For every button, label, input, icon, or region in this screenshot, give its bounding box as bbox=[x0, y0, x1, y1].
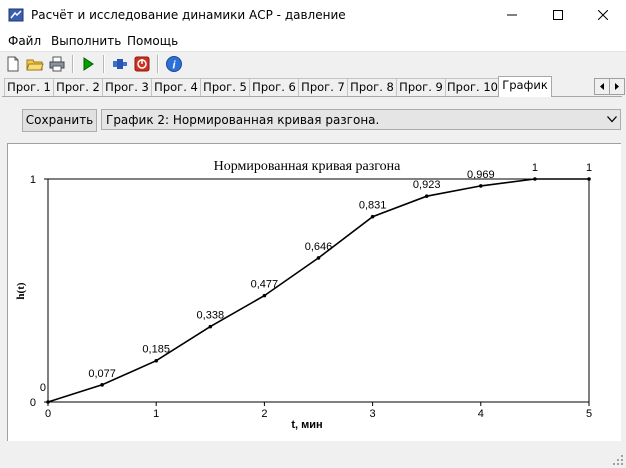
data-label: 0,646 bbox=[305, 241, 333, 253]
info-icon[interactable]: i bbox=[165, 55, 183, 73]
toolbar-separator bbox=[103, 55, 105, 73]
y-axis-label: h(t) bbox=[15, 282, 27, 299]
svg-text:i: i bbox=[172, 60, 176, 72]
title-bar: Расчёт и исследование динамики АСР - дав… bbox=[0, 0, 626, 31]
data-point bbox=[370, 214, 375, 219]
stop-icon[interactable] bbox=[133, 55, 151, 73]
window-title: Расчёт и исследование динамики АСР - дав… bbox=[31, 8, 346, 22]
data-label: 1 bbox=[586, 162, 592, 174]
tab-prog-2[interactable]: Прог. 2 bbox=[53, 78, 103, 96]
tab-strip: Прог. 1 Прог. 2 Прог. 3 Прог. 4 Прог. 5 … bbox=[0, 76, 626, 97]
tab-prog-10[interactable]: Прог. 10 bbox=[445, 78, 500, 96]
resize-grip-icon[interactable] bbox=[612, 454, 624, 466]
tab-prog-7[interactable]: Прог. 7 bbox=[298, 78, 348, 96]
open-folder-icon[interactable] bbox=[26, 55, 44, 73]
data-label: 0,077 bbox=[88, 368, 116, 380]
chevron-down-icon bbox=[607, 116, 617, 123]
graph-select-value: График 2: Нормированная кривая разгона. bbox=[106, 113, 380, 127]
data-label: 0,923 bbox=[413, 179, 441, 191]
data-label: 0,338 bbox=[197, 310, 225, 322]
status-bar bbox=[0, 448, 626, 468]
menu-file[interactable]: Файл bbox=[8, 34, 42, 48]
menu-bar: Файл Выполнить Помощь bbox=[0, 31, 626, 51]
data-label: 0,969 bbox=[467, 169, 495, 181]
close-button[interactable] bbox=[580, 0, 626, 31]
x-tick-label: 4 bbox=[478, 408, 484, 420]
data-label: 0,185 bbox=[142, 344, 170, 356]
tab-prog-5[interactable]: Прог. 5 bbox=[200, 78, 250, 96]
data-point bbox=[46, 400, 50, 404]
tab-prog-9[interactable]: Прог. 9 bbox=[396, 78, 446, 96]
x-axis-label: t, мин bbox=[291, 419, 322, 431]
data-point bbox=[262, 293, 267, 298]
maximize-icon bbox=[553, 10, 563, 20]
data-point bbox=[208, 324, 213, 329]
chart-svg: Нормированная кривая разгона t, мин h(t)… bbox=[15, 159, 592, 431]
y-tick-label: 1 bbox=[30, 174, 36, 186]
data-point bbox=[479, 184, 483, 188]
tab-prog-8[interactable]: Прог. 8 bbox=[347, 78, 397, 96]
tab-scroll-right[interactable] bbox=[609, 78, 625, 95]
toolbar: i bbox=[0, 51, 626, 76]
tab-prog-3[interactable]: Прог. 3 bbox=[102, 78, 152, 96]
data-label: 1 bbox=[532, 162, 538, 174]
data-point bbox=[533, 177, 537, 181]
y-tick-label: 0 bbox=[30, 397, 36, 409]
plot-frame bbox=[47, 178, 590, 403]
toolbar-separator bbox=[157, 55, 159, 73]
tab-scroll-left[interactable] bbox=[594, 78, 610, 95]
minimize-icon bbox=[507, 14, 517, 16]
chevron-left-icon bbox=[600, 83, 604, 90]
data-point bbox=[424, 194, 429, 198]
x-tick-label: 0 bbox=[45, 408, 51, 420]
data-point bbox=[587, 177, 591, 181]
data-label: 0,477 bbox=[251, 279, 279, 291]
print-icon[interactable] bbox=[48, 55, 66, 73]
graph-select[interactable]: График 2: Нормированная кривая разгона. bbox=[101, 109, 621, 130]
menu-help[interactable]: Помощь bbox=[127, 34, 179, 48]
x-tick-label: 2 bbox=[261, 408, 267, 420]
x-tick-label: 3 bbox=[370, 408, 376, 420]
tab-prog-1[interactable]: Прог. 1 bbox=[4, 78, 54, 96]
data-point bbox=[154, 358, 158, 363]
tools-icon[interactable] bbox=[8, 7, 24, 23]
menu-run[interactable]: Выполнить bbox=[51, 34, 122, 48]
tab-prog-4[interactable]: Прог. 4 bbox=[151, 78, 201, 96]
data-label: 0,831 bbox=[359, 200, 387, 212]
minimize-button[interactable] bbox=[489, 0, 535, 31]
maximize-button[interactable] bbox=[535, 0, 581, 31]
toolbar-separator bbox=[72, 55, 74, 73]
tab-prog-6[interactable]: Прог. 6 bbox=[249, 78, 299, 96]
new-file-icon[interactable] bbox=[4, 55, 22, 73]
chevron-right-icon bbox=[615, 83, 619, 90]
close-icon bbox=[598, 10, 608, 20]
tab-graph[interactable]: График bbox=[498, 76, 552, 97]
x-tick-label: 1 bbox=[153, 408, 159, 420]
chart-title: Нормированная кривая разгона bbox=[214, 159, 402, 174]
chart-area: Нормированная кривая разгона t, мин h(t)… bbox=[7, 143, 621, 441]
data-point bbox=[316, 256, 321, 260]
x-tick-label: 5 bbox=[586, 408, 592, 420]
save-button[interactable]: Сохранить bbox=[22, 109, 97, 132]
data-point bbox=[100, 383, 104, 387]
data-label: 0 bbox=[40, 382, 46, 394]
run-icon[interactable] bbox=[79, 55, 97, 73]
series-line bbox=[47, 178, 589, 403]
pin-icon[interactable] bbox=[111, 55, 129, 73]
